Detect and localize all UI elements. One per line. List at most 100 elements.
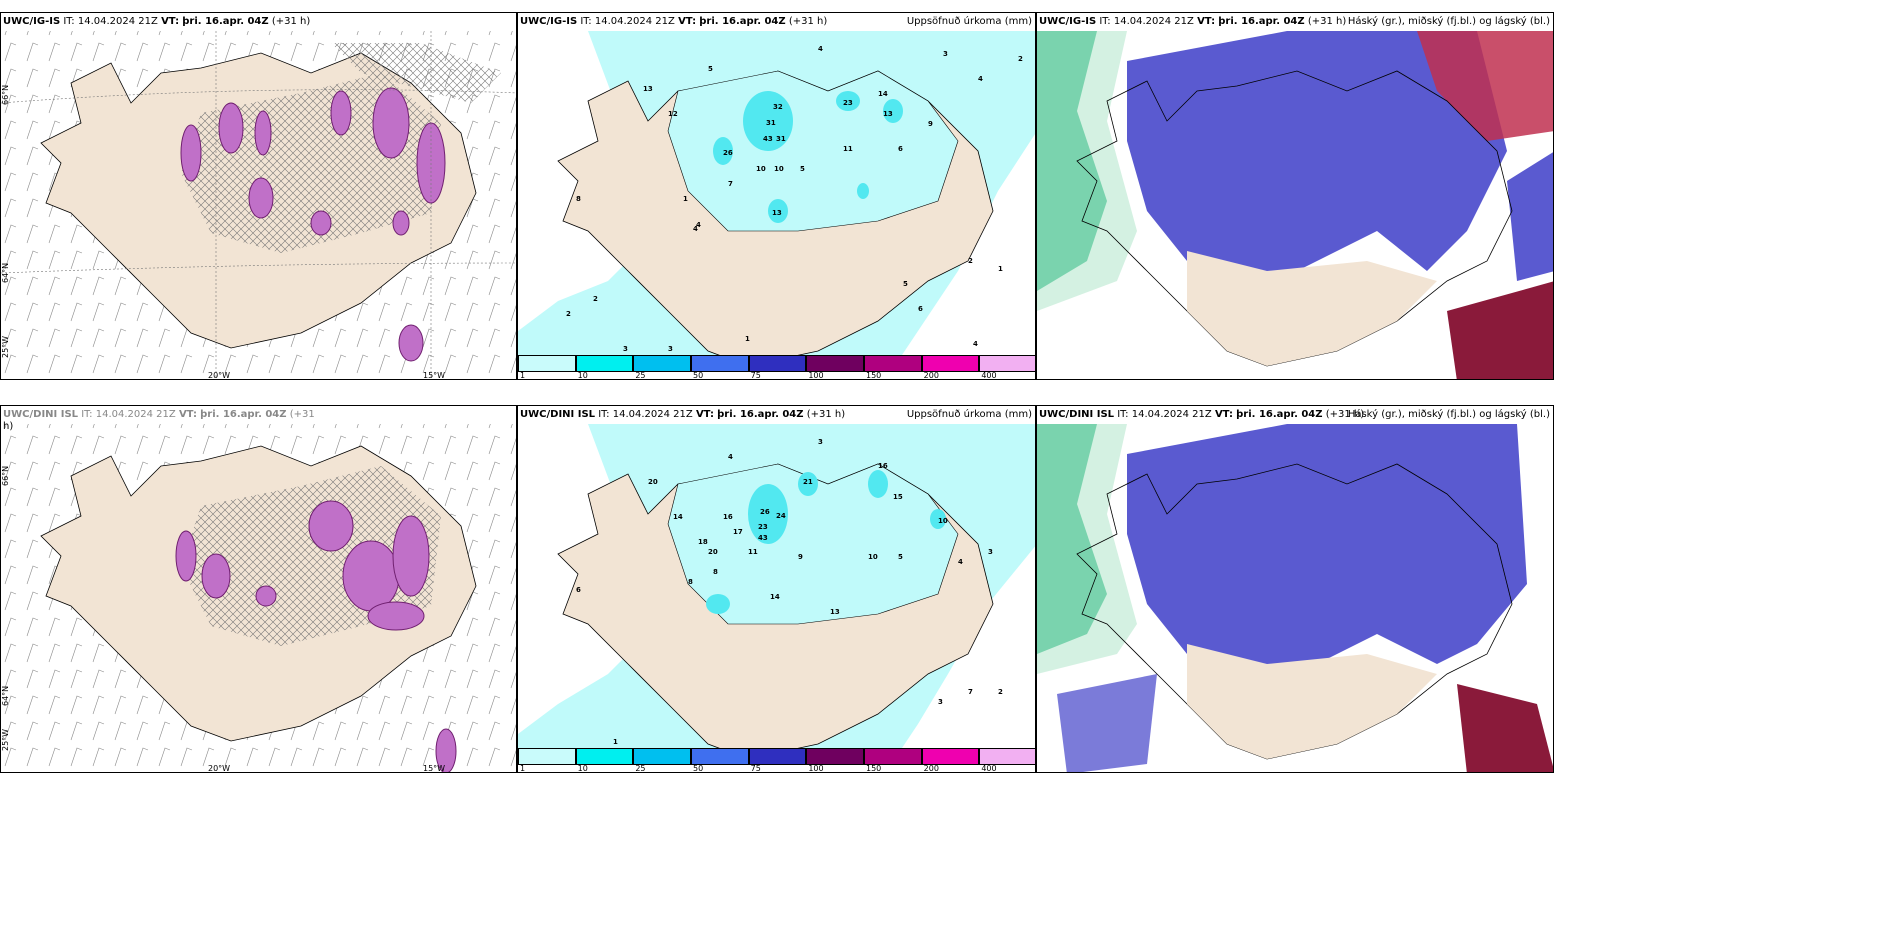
- panel-header: UWC/IG-IS IT: 14.04.2024 21Z VT: þri. 16…: [520, 16, 828, 27]
- precip-value: 5: [903, 280, 908, 288]
- colorbar-tick: 150: [866, 371, 882, 380]
- colorbar-tick: 25: [635, 764, 646, 773]
- lat-label-25w: 25°W: [1, 335, 10, 358]
- precip-value: 1: [683, 195, 688, 203]
- colorbar-swatch: [575, 355, 634, 372]
- colorbar-tick: 1: [520, 371, 526, 380]
- precip-value: 3: [988, 548, 993, 556]
- colorbar-swatch: [518, 355, 576, 372]
- colorbar-swatch: [575, 748, 634, 765]
- panel-header: UWC/IG-IS IT: 14.04.2024 21Z VT: þri. 16…: [1039, 16, 1347, 27]
- precip-colorbar: 1 10 25 50 75 100 150 200 400: [518, 748, 1035, 772]
- cloud-map: [1037, 31, 1553, 379]
- colorbar-tick: 200: [923, 371, 939, 380]
- precip-value: 8: [713, 568, 718, 576]
- precip-value: 12: [668, 110, 678, 118]
- lon-label-15w: 15°W: [423, 371, 446, 380]
- colorbar-tick: 50: [693, 371, 704, 380]
- colorbar-swatch: [806, 748, 864, 765]
- lat-label-66: 66°N: [1, 465, 10, 486]
- colorbar-tick: 1: [520, 764, 526, 773]
- snow-patches: [180, 87, 446, 362]
- precip-value: 11: [748, 548, 758, 556]
- colorbar-swatch: [633, 748, 691, 765]
- colorbar-swatch: [864, 355, 922, 372]
- lon-label-15w: 15°W: [423, 764, 446, 773]
- precip-value: 9: [798, 553, 803, 561]
- precip-values: 4 5 3 2 4 13 12 32 31 23 14 13 26 43 31 …: [566, 45, 1023, 353]
- cloud-map: [1037, 424, 1553, 772]
- colorbar-tick: 75: [750, 764, 761, 773]
- precip-value: 4: [978, 75, 983, 83]
- precip-value: 11: [843, 145, 853, 153]
- precip-value: 16: [723, 513, 733, 521]
- colorbar-swatch: [979, 355, 1035, 372]
- colorbar-swatch: [921, 355, 980, 372]
- precip-value: 10: [938, 517, 948, 525]
- precip-value: 10: [868, 553, 878, 561]
- precip-value: 21: [803, 478, 813, 486]
- colorbar-swatch: [748, 355, 807, 372]
- colorbar-tick: 100: [808, 764, 824, 773]
- lat-label-64: 64°N: [1, 685, 10, 706]
- precip-value: 4: [958, 558, 963, 566]
- precip-value: 1: [998, 265, 1003, 273]
- precip-value: 17: [733, 528, 743, 536]
- panel-header: UWC/DINI ISL IT: 14.04.2024 21Z VT: þri.…: [520, 409, 846, 420]
- precip-value: 6: [576, 586, 581, 594]
- precip-value: 13: [830, 608, 840, 616]
- snow-wind-map: [1, 31, 516, 379]
- panel-title-right: Uppsöfnuð úrkoma (mm): [906, 409, 1032, 420]
- colorbar-swatch: [633, 355, 691, 372]
- precip-value: 43: [763, 135, 773, 143]
- precip-values: 3 4 20 14 16 26 24 23 43 21 16 15 17 10 …: [576, 438, 1003, 746]
- precip-value: 43: [758, 534, 768, 542]
- panel-header: UWC/DINI ISL IT: 14.04.2024 21Z VT: þri.…: [1039, 409, 1365, 420]
- precip-value: 20: [708, 548, 718, 556]
- precip-value: 10: [756, 165, 766, 173]
- precip-value: 3: [943, 50, 948, 58]
- precip-value: 3: [938, 698, 943, 706]
- colorbar-tick: 400: [981, 764, 997, 773]
- colorbar-tick: 150: [866, 764, 882, 773]
- precip-value: 7: [728, 180, 733, 188]
- precip-value: 1: [613, 738, 618, 746]
- precip-value: 15: [893, 493, 903, 501]
- colorbar-tick: 25: [635, 371, 646, 380]
- precip-value: 7: [968, 688, 973, 696]
- precip-value: 5: [708, 65, 713, 73]
- panel-top-right: UWC/IG-IS IT: 14.04.2024 21Z VT: þri. 16…: [1036, 12, 1554, 380]
- snow-wind-map: [1, 424, 516, 772]
- lon-label-20w: 20°W: [208, 371, 231, 380]
- panel-bot-mid: UWC/DINI ISL IT: 14.04.2024 21Z VT: þri.…: [517, 405, 1036, 773]
- precip-value: 31: [766, 119, 776, 127]
- precip-value: 2: [593, 295, 598, 303]
- lat-label-25w: 25°W: [1, 728, 10, 751]
- iceland-land: [1076, 70, 1513, 367]
- colorbar-swatch: [748, 748, 807, 765]
- panel-top-left: UWC/IG-IS IT: 14.04.2024 21Z VT: þri. 16…: [0, 12, 517, 380]
- precip-value: 8: [688, 578, 693, 586]
- colorbar-tick: 50: [693, 764, 704, 773]
- precip-value: 14: [878, 90, 888, 98]
- precip-value: 20: [648, 478, 658, 486]
- precip-value: 14: [770, 593, 780, 601]
- precip-value: 6: [918, 305, 923, 313]
- panel-header: UWC/IG-IS IT: 14.04.2024 21Z VT: þri. 16…: [3, 16, 311, 27]
- colorbar-swatch: [806, 355, 864, 372]
- precip-value: 14: [673, 513, 683, 521]
- precip-value: 6: [898, 145, 903, 153]
- precip-value: 2: [566, 310, 571, 318]
- panel-bot-left: UWC/DINI ISL IT: 14.04.2024 21Z VT: þri.…: [0, 405, 517, 773]
- precip-value: 9: [928, 120, 933, 128]
- colorbar-tick: 400: [981, 371, 997, 380]
- precip-value: 5: [898, 553, 903, 561]
- precip-value: 2: [1018, 55, 1023, 63]
- precip-value: 1: [745, 335, 750, 343]
- panel-bot-right: UWC/DINI ISL IT: 14.04.2024 21Z VT: þri.…: [1036, 405, 1554, 773]
- precip-value: 5: [800, 165, 805, 173]
- precip-value: 23: [758, 523, 768, 531]
- colorbar-swatch: [921, 748, 980, 765]
- precip-map: 4 5 3 2 4 13 12 32 31 23 14 13 26 43 31 …: [518, 31, 1035, 375]
- lat-label-64: 64°N: [1, 262, 10, 283]
